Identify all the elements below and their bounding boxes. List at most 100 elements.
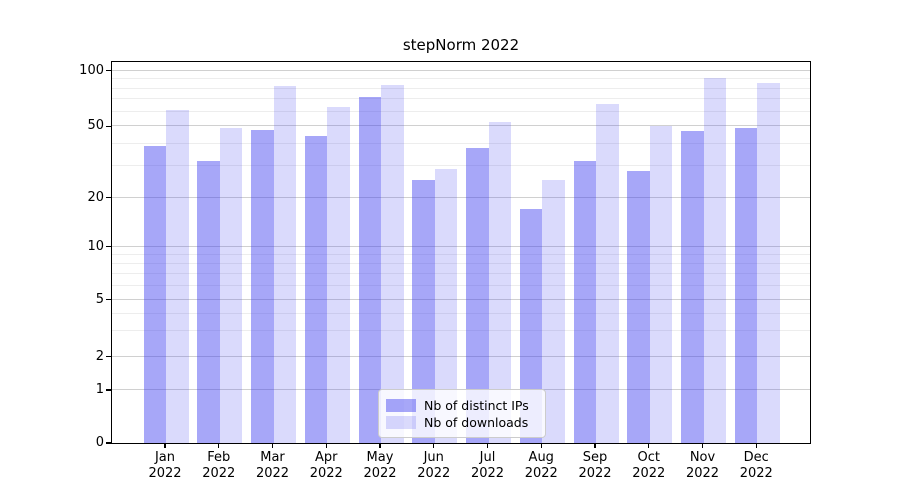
y-axis-tick-mark (106, 197, 111, 199)
bar-downloads (434, 168, 458, 443)
x-axis-tick-label: Jan 2022 (133, 450, 197, 482)
major-gridline (112, 298, 810, 300)
minor-gridline (112, 273, 810, 275)
x-axis-tick-label: Apr 2022 (294, 450, 358, 482)
x-tick-month: May (366, 450, 394, 465)
x-axis-tick-mark (164, 444, 166, 448)
major-gridline (112, 245, 810, 247)
x-axis-tick-mark (755, 444, 757, 448)
x-axis-tick-label: Jun 2022 (402, 450, 466, 482)
y-axis-tick-mark (106, 70, 111, 72)
bar-downloads (381, 84, 404, 443)
x-axis-tick-mark (379, 444, 381, 448)
bar-distinct-ips (734, 127, 758, 443)
y-axis-tick-mark (106, 299, 111, 301)
x-axis-tick-label: Oct 2022 (617, 450, 681, 482)
x-tick-year: 2022 (524, 466, 558, 481)
bar-distinct-ips (573, 161, 596, 443)
y-axis-tick-label: 10 (87, 238, 104, 254)
bar-downloads (219, 127, 243, 443)
y-axis-tick-label: 2 (95, 348, 104, 364)
bar-downloads (327, 106, 350, 443)
x-tick-year: 2022 (148, 466, 182, 481)
y-axis-tick-mark (106, 246, 111, 248)
x-axis-tick-mark (701, 444, 704, 448)
x-tick-year: 2022 (578, 466, 612, 481)
y-axis-tick-mark (106, 125, 111, 127)
x-tick-year: 2022 (685, 466, 720, 481)
bar-distinct-ips (519, 209, 543, 443)
x-tick-month: Dec (743, 450, 769, 465)
x-axis-tick-label: Mar 2022 (241, 450, 305, 482)
bar-downloads (273, 85, 296, 443)
major-gridline (112, 125, 810, 127)
x-axis-tick-label: Dec 2022 (724, 450, 788, 482)
y-axis-tick-mark (106, 389, 111, 391)
bar-downloads (596, 104, 619, 443)
bar-downloads (757, 82, 780, 443)
legend-item: Nb of distinct IPs (386, 397, 537, 413)
chart-title: stepNorm 2022 (402, 36, 520, 54)
x-tick-month: Oct (637, 450, 660, 465)
x-axis-tick-mark (325, 444, 327, 448)
minor-gridline (112, 78, 810, 80)
x-tick-month: Mar (260, 450, 285, 465)
x-tick-month: Jun (423, 450, 444, 465)
x-tick-month: Jul (479, 450, 496, 465)
major-gridline (112, 196, 810, 198)
legend-swatch-downloads (386, 415, 416, 429)
x-axis-tick-mark (594, 444, 596, 448)
x-axis-tick-label: Jul 2022 (456, 450, 520, 482)
x-axis-tick-label: Nov 2022 (671, 450, 735, 482)
y-axis-tick-mark (106, 355, 111, 358)
x-tick-month: Apr (315, 450, 338, 465)
bar-distinct-ips (466, 147, 489, 443)
x-axis-tick-mark (271, 444, 274, 448)
x-tick-month: Aug (528, 450, 554, 465)
minor-gridline (112, 330, 810, 332)
x-tick-year: 2022 (470, 466, 505, 481)
major-gridline (112, 355, 810, 357)
x-axis-tick-mark (433, 444, 435, 448)
x-axis-tick-mark (218, 444, 220, 448)
bar-downloads (488, 121, 511, 443)
y-axis-tick-label: 100 (79, 62, 104, 78)
x-tick-year: 2022 (363, 466, 397, 481)
major-gridline (112, 69, 810, 71)
minor-gridline (112, 87, 810, 89)
bar-distinct-ips (251, 129, 274, 443)
x-axis-tick-label: Sep 2022 (563, 450, 627, 482)
minor-gridline (112, 312, 810, 314)
x-tick-year: 2022 (255, 466, 290, 481)
y-axis-tick-label: 0 (95, 435, 104, 450)
minor-gridline (112, 262, 810, 264)
y-axis-tick-label: 1 (95, 382, 104, 398)
x-tick-month: Feb (207, 450, 231, 465)
minor-gridline (112, 98, 810, 100)
y-axis-tick-label: 20 (87, 189, 104, 205)
legend-item: Nb of downloads (386, 414, 537, 430)
x-axis-tick-mark (486, 444, 489, 448)
x-tick-year: 2022 (739, 466, 773, 481)
bar-distinct-ips (358, 97, 381, 443)
bar-distinct-ips (412, 180, 435, 443)
bar-downloads (542, 180, 565, 443)
bar-downloads (649, 126, 673, 443)
x-axis-tick-label: May 2022 (348, 450, 412, 482)
x-axis-tick-mark (540, 444, 542, 448)
x-axis-tick-label: Aug 2022 (509, 450, 573, 482)
y-axis-tick-label: 5 (95, 291, 104, 307)
x-axis-tick-label: Feb 2022 (187, 450, 251, 482)
bar-downloads (166, 110, 189, 443)
minor-gridline (112, 253, 810, 255)
legend-label: Nb of downloads (424, 414, 529, 430)
x-tick-year: 2022 (202, 466, 236, 481)
y-axis-tick-label: 50 (87, 118, 104, 134)
x-tick-month: Sep (582, 450, 608, 465)
legend-label: Nb of distinct IPs (424, 397, 529, 413)
x-tick-month: Nov (689, 450, 716, 465)
plot-area: Nb of distinct IPs Nb of downloads (111, 61, 811, 444)
minor-gridline (112, 284, 810, 286)
bar-distinct-ips (304, 136, 328, 443)
